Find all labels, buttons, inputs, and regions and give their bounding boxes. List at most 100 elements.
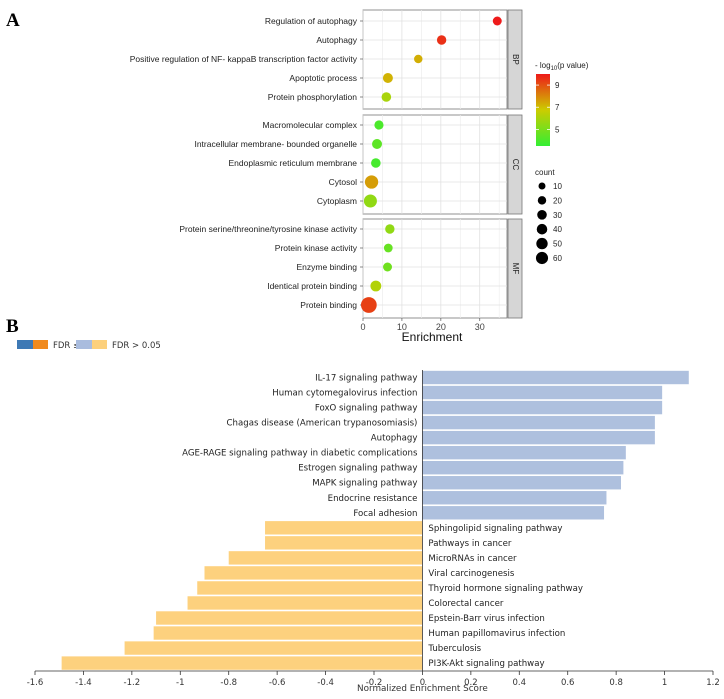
color-legend-tick-label: 9 <box>555 81 560 90</box>
x-tick-label: 0 <box>420 678 425 688</box>
legend-swatch <box>76 340 92 349</box>
data-point <box>383 243 393 253</box>
term-label: Regulation of autophagy <box>265 16 358 26</box>
size-legend-dot <box>536 223 548 235</box>
size-legend-title: count <box>535 168 555 177</box>
color-legend-title: - log10(p value) <box>535 61 589 72</box>
term-label: Enzyme binding <box>297 262 358 272</box>
data-point <box>374 120 384 130</box>
bar <box>422 491 607 505</box>
term-label: Positive regulation of NF- kappaB transc… <box>130 54 358 64</box>
bar <box>422 445 626 460</box>
bar-label: Focal adhesion <box>353 509 417 519</box>
bar-label: AGE-RAGE signaling pathway in diabetic c… <box>182 449 418 459</box>
data-point <box>371 158 381 168</box>
bar-label: Endocrine resistance <box>328 494 418 504</box>
bar-label: Estrogen signaling pathway <box>298 464 417 474</box>
size-legend-dot <box>538 182 546 190</box>
bar <box>265 521 423 535</box>
term-label: Cytoplasm <box>317 196 357 206</box>
panel-label-b: B <box>6 316 19 337</box>
term-label: Protein kinase activity <box>275 243 358 253</box>
x-tick-label: -0.6 <box>269 678 286 688</box>
data-point <box>360 297 377 313</box>
term-label: Cytosol <box>329 177 357 187</box>
legend-swatch <box>17 340 33 349</box>
bar-label: Human papillomavirus infection <box>428 629 565 639</box>
bar <box>204 566 423 580</box>
x-tick-label: -1 <box>176 678 184 688</box>
bar-label: FoxO signaling pathway <box>315 404 418 414</box>
term-label: Protein phosphorylation <box>268 92 358 102</box>
panel-label-a: A <box>6 10 20 31</box>
bar <box>422 370 689 385</box>
bar <box>228 551 423 565</box>
legend-swatch <box>92 340 107 349</box>
bar <box>265 536 423 550</box>
x-tick-label: 1 <box>662 678 667 688</box>
color-legend-title-sub: 10 <box>551 66 558 72</box>
x-tick-label: -1.6 <box>27 678 44 688</box>
bar <box>422 385 663 400</box>
color-legend-title-pre: - log <box>535 61 551 70</box>
legend-swatch <box>33 340 48 349</box>
facet-strip-label: BP <box>511 54 520 65</box>
x-tick-label: 0.2 <box>464 678 478 688</box>
bar <box>156 611 423 625</box>
x-tick-label: 0.4 <box>513 678 527 688</box>
x-tick-label: 0.6 <box>561 678 575 688</box>
term-label: Intracellular membrane- bounded organell… <box>194 139 357 149</box>
size-legend-label: 60 <box>553 254 562 263</box>
x-tick-label: 1.2 <box>706 678 720 688</box>
bar-label: Human cytomegalovirus infection <box>272 389 417 399</box>
size-legend-label: 20 <box>553 196 562 205</box>
bar-label: Thyroid hormone signaling pathway <box>427 584 583 594</box>
bar <box>422 460 624 475</box>
size-legend-label: 40 <box>553 225 562 234</box>
data-point <box>414 54 423 64</box>
term-label: Protein binding <box>300 300 357 310</box>
facet-panel <box>362 114 508 215</box>
size-legend-dot <box>535 251 549 265</box>
bar <box>61 656 423 670</box>
bar <box>422 400 663 415</box>
bar <box>197 581 423 595</box>
bar-label: Epstein-Barr virus infection <box>428 614 544 624</box>
x-tick-label: -0.4 <box>317 678 334 688</box>
bar <box>153 626 423 640</box>
data-point <box>370 280 382 292</box>
bar-label: Autophagy <box>371 434 418 444</box>
term-label: Identical protein binding <box>267 281 357 291</box>
facet-strip <box>507 9 523 110</box>
bar <box>422 415 655 430</box>
x-axis-title: Enrichment <box>402 330 463 344</box>
bar-label: Sphingolipid signaling pathway <box>428 524 562 534</box>
size-legend-dot <box>537 196 547 205</box>
facet-strip <box>507 218 523 319</box>
data-point <box>383 262 392 272</box>
color-legend-tick-label: 5 <box>555 125 560 134</box>
x-tick-label: 0.8 <box>609 678 623 688</box>
data-point <box>363 194 377 208</box>
bar-label: MAPK signaling pathway <box>312 479 417 489</box>
term-label: Autophagy <box>316 35 357 45</box>
bar-label: Chagas disease (American trypanosomiasis… <box>227 419 418 429</box>
bar-label: Colorectal cancer <box>428 599 503 609</box>
bar-label: Tuberculosis <box>427 644 481 654</box>
x-tick-label: 0 <box>360 322 365 332</box>
size-legend-dot <box>537 210 547 220</box>
color-legend-tick-label: 7 <box>555 103 560 112</box>
bar <box>422 430 655 445</box>
x-tick-label: 30 <box>475 322 485 332</box>
color-legend-title-post: (p value) <box>557 61 588 70</box>
bar <box>124 641 423 655</box>
term-label: Protein serine/threonine/tyrosine kinase… <box>179 224 357 234</box>
term-label: Macromolecular complex <box>263 120 358 130</box>
legend-label: FDR > 0.05 <box>112 341 161 351</box>
data-point <box>436 35 447 45</box>
x-tick-label: 10 <box>397 322 407 332</box>
term-label: Endoplasmic reticulum membrane <box>229 158 358 168</box>
data-point <box>364 175 379 189</box>
